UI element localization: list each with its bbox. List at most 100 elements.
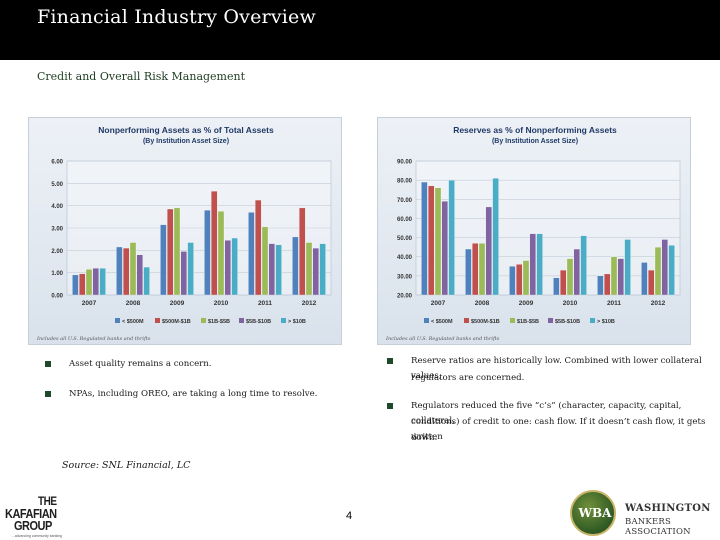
bullet-text-line: conditions) of credit to one: cash flow.… bbox=[411, 417, 706, 442]
source-note: Source: SNL Financial, LC bbox=[62, 460, 191, 471]
bar bbox=[617, 258, 624, 296]
bar bbox=[465, 248, 472, 296]
bar bbox=[173, 207, 181, 296]
chart-subtitle: (By Institution Asset Size) bbox=[492, 138, 578, 145]
slide-subtitle: Credit and Overall Risk Management bbox=[37, 70, 246, 83]
bar bbox=[261, 226, 269, 296]
chart-svg: Nonperforming Assets as % of Total Asset… bbox=[36, 125, 332, 342]
chart-svg: Reserves as % of Nonperforming Assets (By… bbox=[385, 125, 681, 342]
y-tick-label: 3.00 bbox=[51, 227, 63, 233]
bar bbox=[160, 224, 167, 296]
plot-area bbox=[415, 160, 681, 296]
chart-title: Reserves as % of Nonperforming Assets bbox=[453, 125, 617, 135]
bar bbox=[187, 242, 194, 296]
chart-subtitle: (By Institution Asset Size) bbox=[143, 138, 229, 145]
bar bbox=[92, 268, 99, 296]
logo-line: THE bbox=[38, 495, 57, 509]
bar bbox=[573, 248, 580, 296]
bar bbox=[604, 273, 611, 296]
y-tick-label: 0.00 bbox=[51, 294, 63, 300]
y-tick-label: 6.00 bbox=[51, 160, 63, 166]
right-bullet-2: Regulators reduced the five “c’s” (chara… bbox=[387, 399, 717, 449]
bar bbox=[85, 269, 93, 296]
right-bullet-1: Reserve ratios are historically low. Com… bbox=[387, 354, 717, 386]
y-tick-label: 90.00 bbox=[397, 160, 413, 166]
chart-footnote: Includes all U.S. Regulated banks and th… bbox=[385, 336, 500, 342]
x-tick-label: 2011 bbox=[607, 300, 621, 307]
y-tick-label: 5.00 bbox=[51, 182, 63, 188]
x-tick-label: 2008 bbox=[126, 300, 141, 307]
legend-label: > $10B bbox=[597, 319, 615, 325]
wba-name-line: BANKERS ASSOCIATION bbox=[625, 517, 691, 537]
chart-footnote: Includes all U.S. Regulated banks and th… bbox=[36, 336, 151, 342]
bar bbox=[72, 274, 79, 296]
bar bbox=[654, 246, 662, 296]
bar bbox=[224, 240, 231, 296]
chart-title: Nonperforming Assets as % of Total Asset… bbox=[98, 125, 274, 135]
bar bbox=[421, 181, 428, 296]
bar bbox=[204, 209, 211, 296]
logo-tagline: ...advancing community banking bbox=[12, 534, 62, 538]
bar bbox=[116, 246, 123, 296]
x-tick-label: 2011 bbox=[258, 300, 272, 307]
bar bbox=[566, 258, 574, 296]
bar bbox=[299, 207, 306, 296]
bar bbox=[529, 233, 536, 296]
bar bbox=[428, 185, 435, 296]
wba-logo: WBA WASHINGTON BANKERS ASSOCIATION bbox=[568, 486, 720, 538]
bar bbox=[661, 239, 668, 296]
bar bbox=[143, 266, 150, 296]
kafafian-group-logo: THE KAFAFIAN GROUP ...advancing communit… bbox=[4, 492, 72, 538]
x-tick-label: 2010 bbox=[563, 300, 578, 307]
y-tick-label: 50.00 bbox=[397, 236, 413, 242]
y-tick-label: 70.00 bbox=[397, 198, 413, 204]
y-tick-label: 60.00 bbox=[397, 217, 413, 223]
logo-line: KAFAFIAN bbox=[5, 507, 57, 522]
bar bbox=[441, 201, 448, 296]
bullet-marker bbox=[45, 361, 51, 367]
legend-swatch bbox=[115, 318, 120, 323]
page-number: 4 bbox=[346, 510, 353, 522]
bar bbox=[492, 178, 499, 296]
y-tick-label: 2.00 bbox=[51, 249, 63, 255]
legend-label: > $10B bbox=[288, 319, 306, 325]
bar bbox=[231, 237, 238, 296]
bar bbox=[434, 187, 442, 296]
bar bbox=[478, 243, 486, 296]
wba-name-line: WASHINGTON bbox=[625, 503, 711, 514]
bullet-text-line: down. bbox=[411, 433, 438, 443]
legend-swatch bbox=[155, 318, 160, 323]
legend-label: < $500M bbox=[122, 319, 144, 325]
npa-chart: Nonperforming Assets as % of Total Asset… bbox=[28, 117, 342, 345]
y-tick-label: 80.00 bbox=[397, 179, 413, 185]
slide-title: Financial Industry Overview bbox=[37, 6, 316, 28]
bar bbox=[509, 266, 516, 296]
bullet-text-line: regulators are concerned. bbox=[411, 373, 525, 383]
y-tick-label: 30.00 bbox=[397, 274, 413, 280]
x-tick-label: 2010 bbox=[214, 300, 229, 307]
bar bbox=[641, 262, 648, 296]
bullet-text-line: Regulators reduced the five “c’s” (chara… bbox=[411, 401, 682, 426]
bar bbox=[167, 208, 174, 296]
legend-swatch bbox=[424, 318, 429, 323]
bar bbox=[597, 275, 604, 296]
bar bbox=[268, 243, 275, 296]
bar bbox=[553, 277, 560, 296]
x-tick-label: 2012 bbox=[302, 300, 317, 307]
x-tick-label: 2007 bbox=[82, 300, 97, 307]
wba-mark: WBA bbox=[578, 506, 612, 520]
legend-label: < $500M bbox=[431, 319, 453, 325]
bar bbox=[99, 268, 106, 296]
title-bar: Financial Industry Overview bbox=[0, 0, 720, 60]
legend-swatch bbox=[510, 318, 515, 323]
logo-line: GROUP bbox=[14, 519, 52, 534]
bar bbox=[522, 260, 530, 296]
x-tick-label: 2012 bbox=[651, 300, 666, 307]
y-tick-label: 1.00 bbox=[51, 271, 63, 277]
bar bbox=[560, 269, 567, 296]
legend-label: $5B-$10B bbox=[246, 319, 271, 325]
legend-swatch bbox=[239, 318, 244, 323]
bar bbox=[319, 243, 326, 296]
x-tick-label: 2009 bbox=[519, 300, 534, 307]
bullet-text: Asset quality remains a concern. bbox=[69, 359, 212, 369]
